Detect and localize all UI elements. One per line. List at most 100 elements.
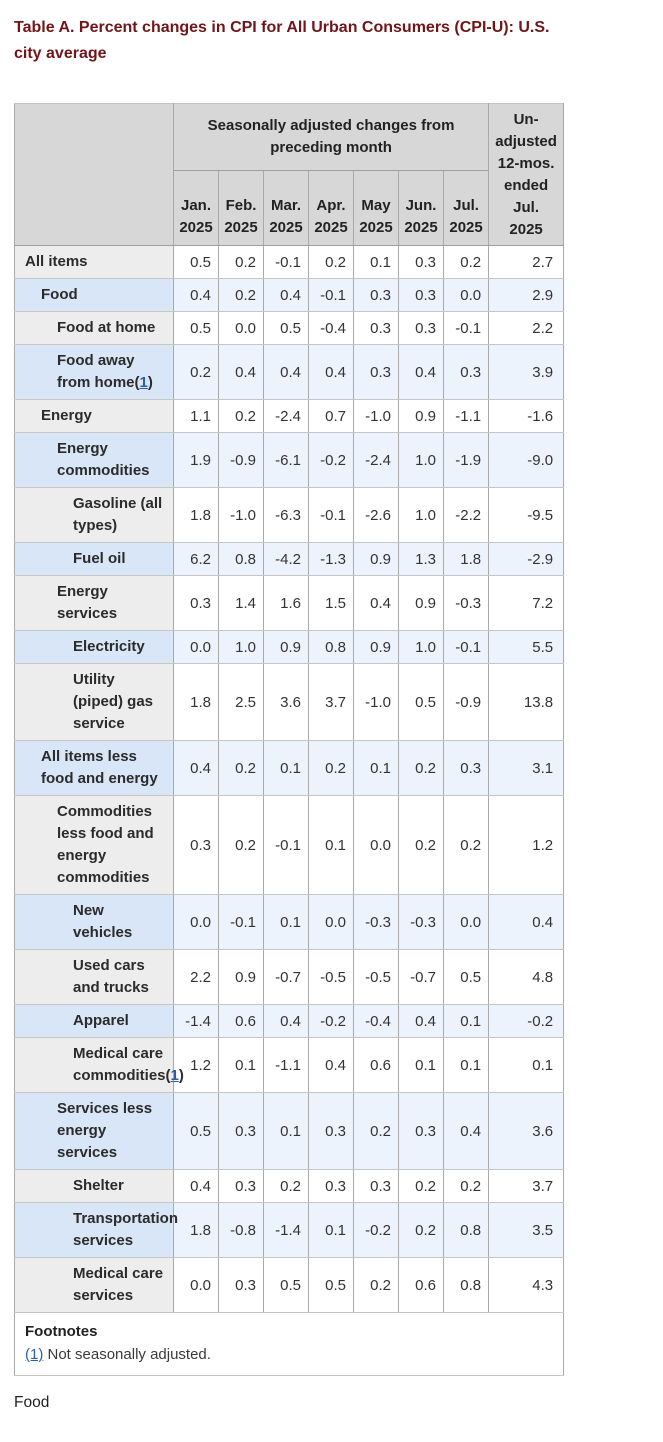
row-footnote-link[interactable]: 1 [139,374,148,391]
bottom-section-label: Food [14,1394,50,1411]
table-body: All items 0.5 0.2 -0.1 0.2 0.1 0.3 0.2 2.7 Food 0.… [14,245,565,1313]
data-cell: 0.9 [353,630,399,664]
data-cell: 0.3 [398,278,444,312]
page-title: Table A. Percent changes in CPI for All … [14,15,634,67]
data-cell: -0.1 [263,245,309,279]
row-label: Energy [14,399,174,433]
data-cell: 1.5 [308,575,354,631]
data-cell: 0.1 [398,1037,444,1093]
data-cell: 0.3 [218,1169,264,1203]
data-cell: 0.0 [308,894,354,950]
unadjusted-12mo-cell: 2.9 [488,278,565,312]
unadjusted-12mo-cell: 1.2 [488,795,565,895]
row-label: Energy services [14,575,174,631]
data-cell: 0.3 [173,795,219,895]
data-cell: -0.5 [308,949,354,1005]
data-cell: 0.1 [442,1004,490,1038]
month-header-may: May 2025 [353,170,399,246]
footnote-1: (1) Not seasonally adjusted. [25,1343,553,1366]
data-cell: 0.4 [263,278,309,312]
row-label: Food at home [14,311,174,345]
data-cell: 0.2 [263,1169,309,1203]
row-label: Utility (piped) gas service [14,663,174,741]
data-cell: 0.6 [353,1037,399,1093]
data-cell: 0.1 [218,1037,264,1093]
data-cell: -0.1 [442,311,490,345]
data-cell: -0.1 [308,487,354,543]
unadjusted-header-line: adjusted [495,132,557,150]
data-cell: -0.8 [218,1202,264,1258]
data-cell: 0.0 [173,1257,219,1313]
data-cell: 0.4 [173,278,219,312]
data-cell: -0.2 [308,432,354,488]
data-cell: 0.3 [308,1169,354,1203]
data-cell: 0.2 [218,795,264,895]
month-header-mar: Mar. 2025 [263,170,309,246]
data-cell: 1.1 [173,399,219,433]
data-cell: 1.6 [263,575,309,631]
data-cell: 0.0 [353,795,399,895]
data-cell: 0.4 [398,1004,444,1038]
row-footnote-link[interactable]: 1 [170,1067,179,1084]
data-cell: -0.1 [263,795,309,895]
unadjusted-header-line: Jul. [513,198,540,216]
data-cell: 0.3 [398,311,444,345]
data-cell: 0.4 [263,344,309,400]
row-label: Shelter [14,1169,174,1203]
data-cell: -0.1 [218,894,264,950]
table-row: New vehicles 0.0 -0.1 0.1 0.0 -0.3 -0.3 0.0 0.4 [14,894,565,950]
row-label: Commodities less food and energy commodi… [14,795,174,895]
data-cell: 0.9 [398,575,444,631]
data-cell: 0.1 [442,1037,490,1093]
data-cell: -1.0 [353,399,399,433]
table-row: Medical care commodities(1) 1.2 0.1 -1.1 0.4… [14,1037,565,1093]
data-cell: 0.4 [398,344,444,400]
month-header-apr: Apr. 2025 [308,170,354,246]
data-cell: 0.1 [263,894,309,950]
data-cell: 0.2 [218,399,264,433]
row-label: Medical care commodities(1) [14,1037,184,1093]
row-label: Transportation services [14,1202,178,1258]
data-cell: 0.4 [442,1092,490,1170]
data-cell: 0.4 [353,575,399,631]
month-header-row: Jan. 2025 Feb. 2025 Mar. 2025 Apr. 2025 May 2025 J… [15,170,564,246]
data-cell: -1.4 [173,1004,219,1038]
data-cell: -0.2 [308,1004,354,1038]
unadjusted-12mo-cell: -2.9 [488,542,565,576]
data-cell: 0.9 [353,542,399,576]
unadjusted-12mo-cell: 4.8 [488,949,565,1005]
table-row: Used cars and trucks 2.2 0.9 -0.7 -0.5 -0.5 -0… [14,949,565,1005]
data-cell: 1.8 [173,1202,219,1258]
data-cell: 2.2 [173,949,219,1005]
data-cell: 2.5 [218,663,264,741]
data-cell: 0.5 [173,311,219,345]
table-row: Commodities less food and energy commodi… [14,795,565,895]
data-cell: 0.3 [218,1092,264,1170]
unadjusted-12mo-cell: 2.2 [488,311,565,345]
unadjusted-header-line: 12-mos. [497,154,555,172]
unadjusted-12mo-cell: 3.7 [488,1169,565,1203]
data-cell: 0.3 [308,1092,354,1170]
data-cell: 0.5 [173,245,219,279]
data-cell: 0.2 [218,740,264,796]
data-cell: 1.8 [173,487,219,543]
data-cell: 0.1 [353,245,399,279]
unadjusted-12mo-cell: 3.6 [488,1092,565,1170]
data-cell: 1.4 [218,575,264,631]
data-cell: -1.1 [263,1037,309,1093]
row-label: Fuel oil [14,542,174,576]
data-cell: 0.9 [218,949,264,1005]
row-label: Apparel [14,1004,174,1038]
data-cell: -0.3 [442,575,490,631]
footnote-1-link[interactable]: (1) [25,1346,44,1363]
month-header-feb: Feb. 2025 [218,170,264,246]
data-cell: -4.2 [263,542,309,576]
table-row: Services less energy services 0.5 0.3 0.1 0.… [14,1092,565,1170]
data-cell: 0.1 [308,1202,354,1258]
data-cell: 0.4 [218,344,264,400]
data-cell: -1.1 [442,399,490,433]
footnotes-cell: Footnotes (1) Not seasonally adjusted. [13,1312,565,1376]
data-cell: 0.2 [353,1092,399,1170]
data-cell: 0.5 [263,311,309,345]
